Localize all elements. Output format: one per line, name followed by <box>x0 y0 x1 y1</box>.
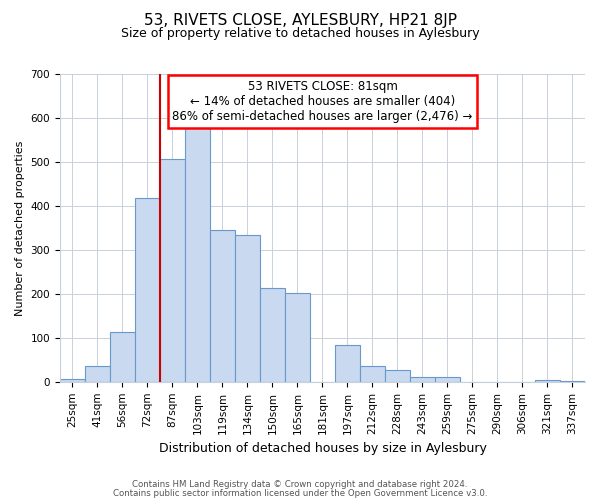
Bar <box>260 288 285 382</box>
Text: 53, RIVETS CLOSE, AYLESBURY, HP21 8JP: 53, RIVETS CLOSE, AYLESBURY, HP21 8JP <box>143 12 457 28</box>
Bar <box>360 366 385 382</box>
Y-axis label: Number of detached properties: Number of detached properties <box>15 140 25 316</box>
Bar <box>110 332 135 382</box>
Bar <box>185 128 210 382</box>
Bar <box>235 236 260 382</box>
X-axis label: Distribution of detached houses by size in Aylesbury: Distribution of detached houses by size … <box>158 442 487 455</box>
Text: 53 RIVETS CLOSE: 81sqm
← 14% of detached houses are smaller (404)
86% of semi-de: 53 RIVETS CLOSE: 81sqm ← 14% of detached… <box>172 80 473 123</box>
Bar <box>160 159 185 382</box>
Bar <box>410 376 435 382</box>
Text: Contains public sector information licensed under the Open Government Licence v3: Contains public sector information licen… <box>113 488 487 498</box>
Bar <box>285 293 310 382</box>
Bar <box>135 198 160 382</box>
Bar <box>335 346 360 382</box>
Bar <box>60 378 85 382</box>
Bar <box>435 376 460 382</box>
Bar <box>385 370 410 382</box>
Text: Contains HM Land Registry data © Crown copyright and database right 2024.: Contains HM Land Registry data © Crown c… <box>132 480 468 489</box>
Text: Size of property relative to detached houses in Aylesbury: Size of property relative to detached ho… <box>121 28 479 40</box>
Bar <box>210 230 235 382</box>
Bar <box>535 380 560 382</box>
Bar <box>85 366 110 382</box>
Bar <box>560 380 585 382</box>
